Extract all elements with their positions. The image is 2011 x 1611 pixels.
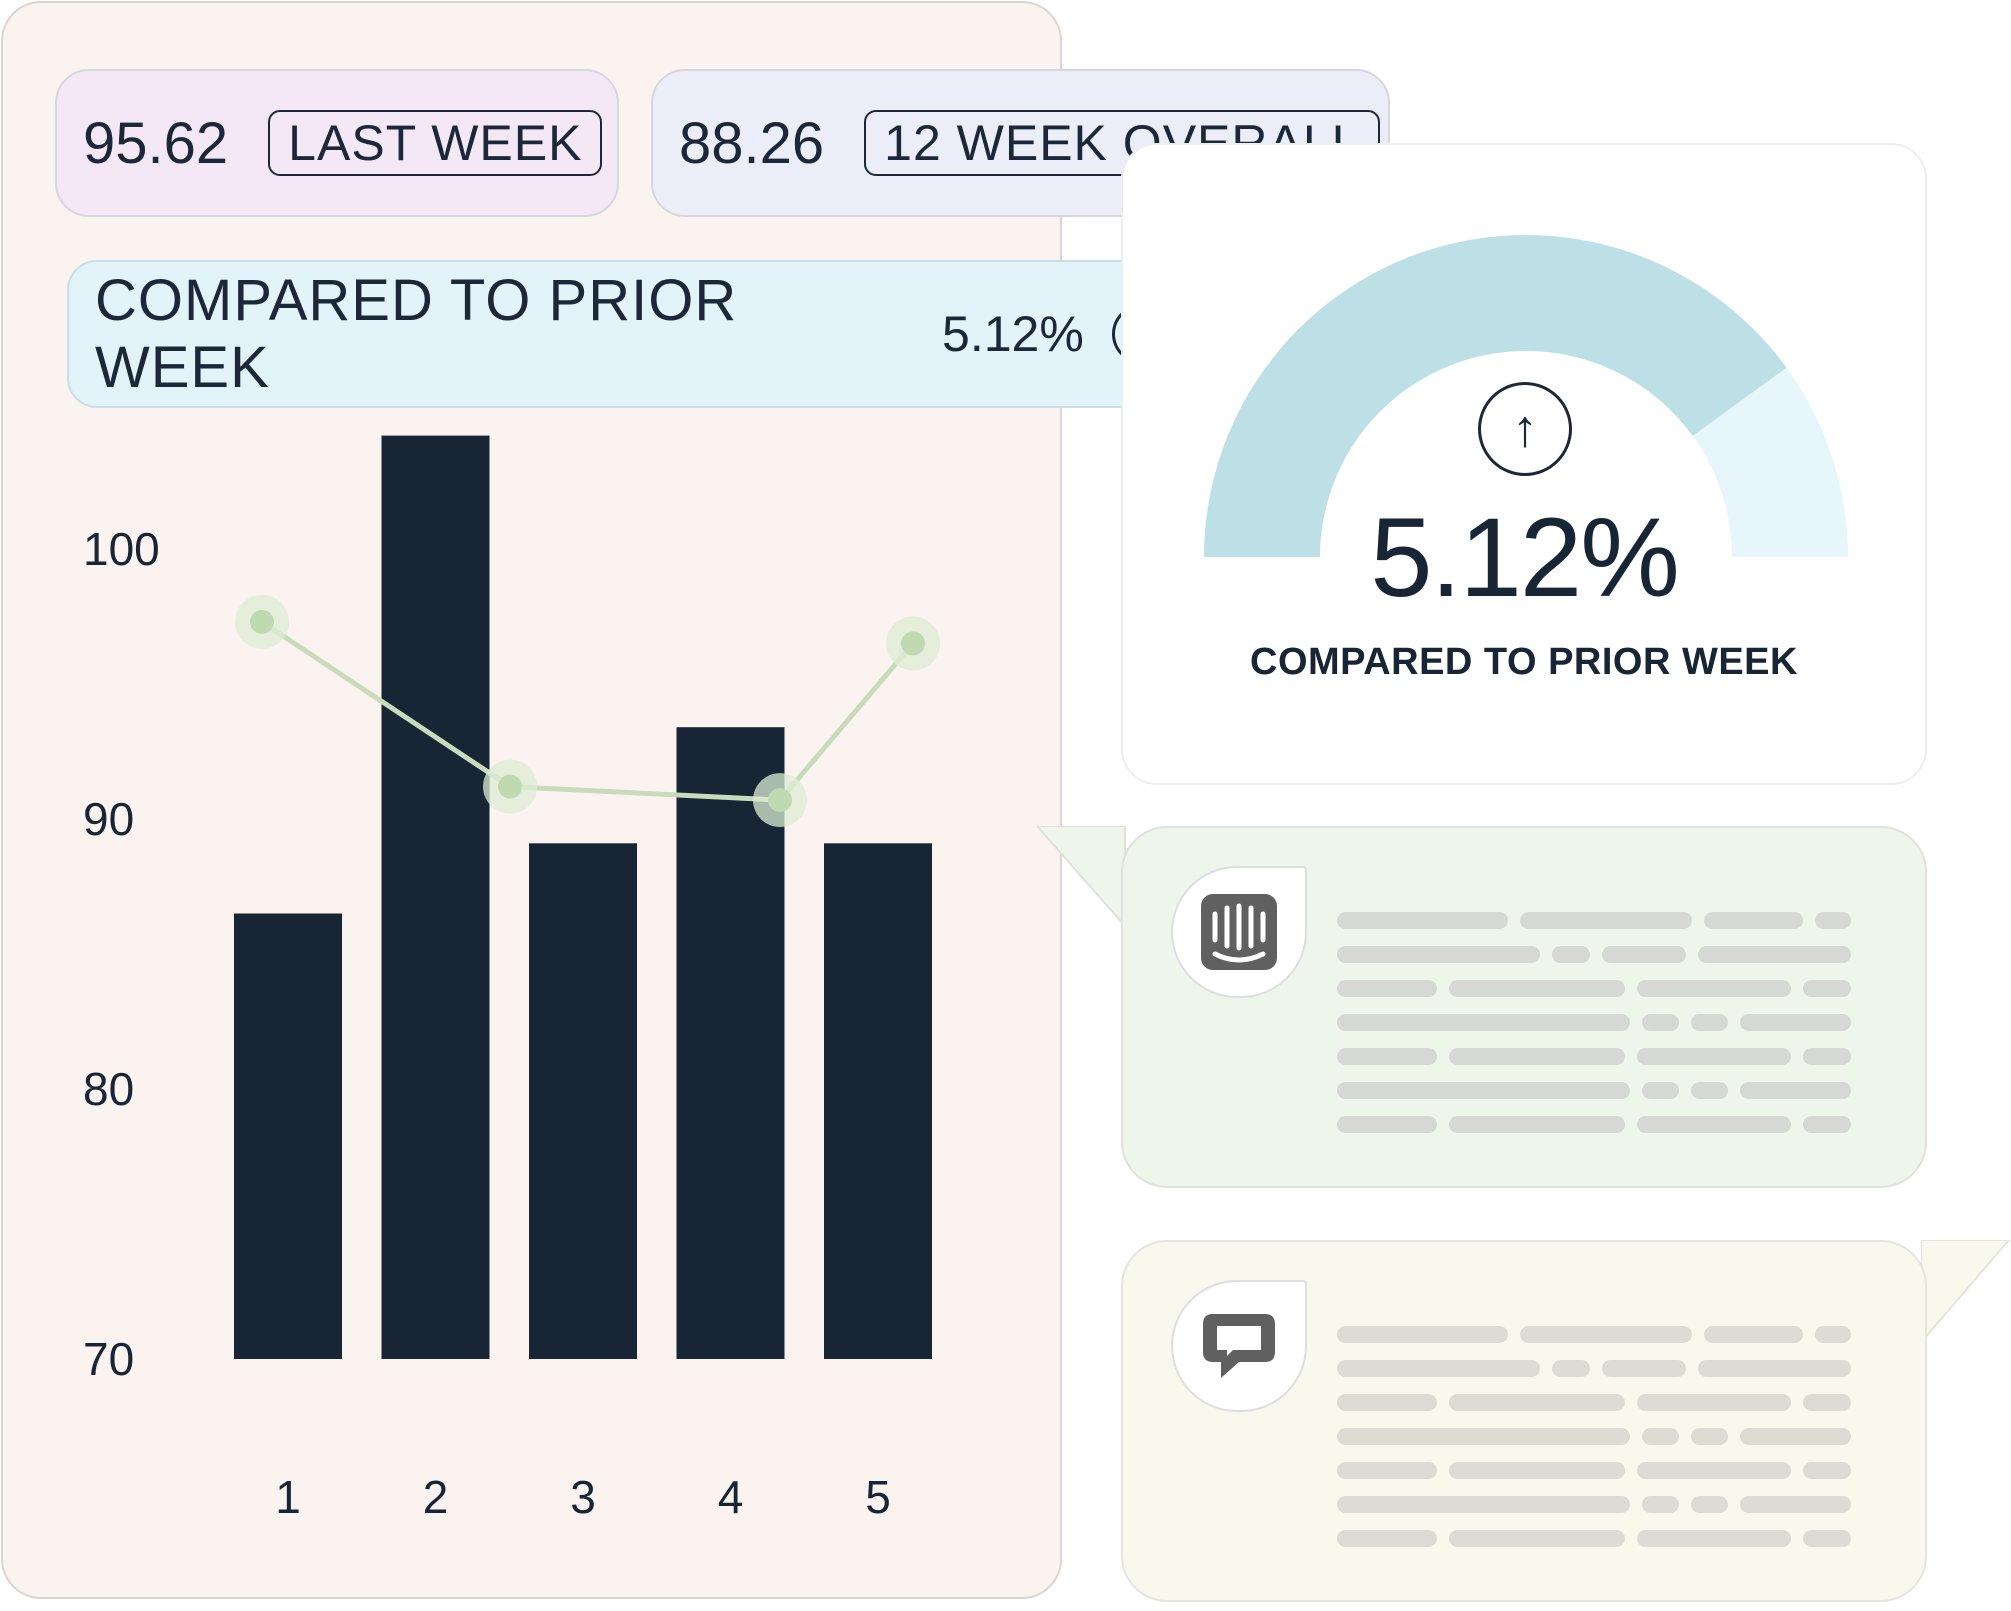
chat-bubble-tail: [1037, 826, 1126, 929]
gauge-value: 5.12%: [1370, 495, 1680, 620]
last-week-value: 95.62: [83, 110, 229, 176]
gauge-caption: COMPARED TO PRIOR WEEK: [1250, 641, 1798, 683]
line-point: [498, 774, 522, 799]
intercom-logo-icon: [1201, 894, 1277, 970]
y-tick-label: 80: [83, 1063, 134, 1115]
x-tick-label: 5: [865, 1471, 891, 1523]
line-point: [250, 609, 274, 634]
x-tick-label: 4: [718, 1471, 744, 1523]
y-tick-label: 90: [83, 793, 134, 845]
bar: [676, 727, 785, 1359]
last-week-stat: 95.62 LAST WEEK: [55, 69, 619, 217]
livechat-logo-icon: [1203, 1314, 1275, 1378]
weekly-score-chart: 100 90 80 70 1 2 3 4 5: [83, 435, 940, 1523]
y-tick-label: 70: [83, 1333, 134, 1385]
gauge-card: ↑ 5.12% COMPARED TO PRIOR WEEK: [1121, 143, 1927, 785]
x-tick-label: 2: [423, 1471, 449, 1523]
bar: [824, 843, 932, 1359]
bar: [234, 913, 342, 1359]
line-point: [901, 631, 925, 656]
x-tick-label: 3: [570, 1471, 596, 1523]
message-placeholder-lines: [1337, 912, 1852, 1150]
gauge-filled-arc: [1204, 235, 1787, 558]
intercom-logo-badge: [1171, 866, 1307, 998]
x-tick-label: 1: [275, 1471, 301, 1523]
message-placeholder-lines: [1337, 1326, 1852, 1564]
comparison-label: COMPARED TO PRIOR WEEK: [95, 268, 738, 400]
arrow-up-circle-icon: ↑: [1478, 382, 1572, 476]
comparison-value: 5.12%: [942, 306, 1084, 362]
chat-bubble-tail: [1921, 1240, 2011, 1343]
gauge-chart: [1204, 235, 1848, 558]
line-point: [768, 788, 792, 813]
bar: [529, 843, 637, 1359]
y-tick-label: 100: [83, 523, 160, 575]
overall-value: 88.26: [679, 110, 825, 176]
livechat-logo-badge: [1171, 1280, 1307, 1412]
bar: [381, 435, 490, 1360]
last-week-tag: LAST WEEK: [268, 110, 603, 176]
comparison-bar: COMPARED TO PRIOR WEEK 5.12% ↑: [67, 260, 1170, 408]
gauge-remaining-arc: [1692, 367, 1848, 557]
intercom-message-card: [1121, 826, 1927, 1188]
line-series: [260, 619, 915, 803]
livechat-message-card: [1121, 1240, 1927, 1602]
